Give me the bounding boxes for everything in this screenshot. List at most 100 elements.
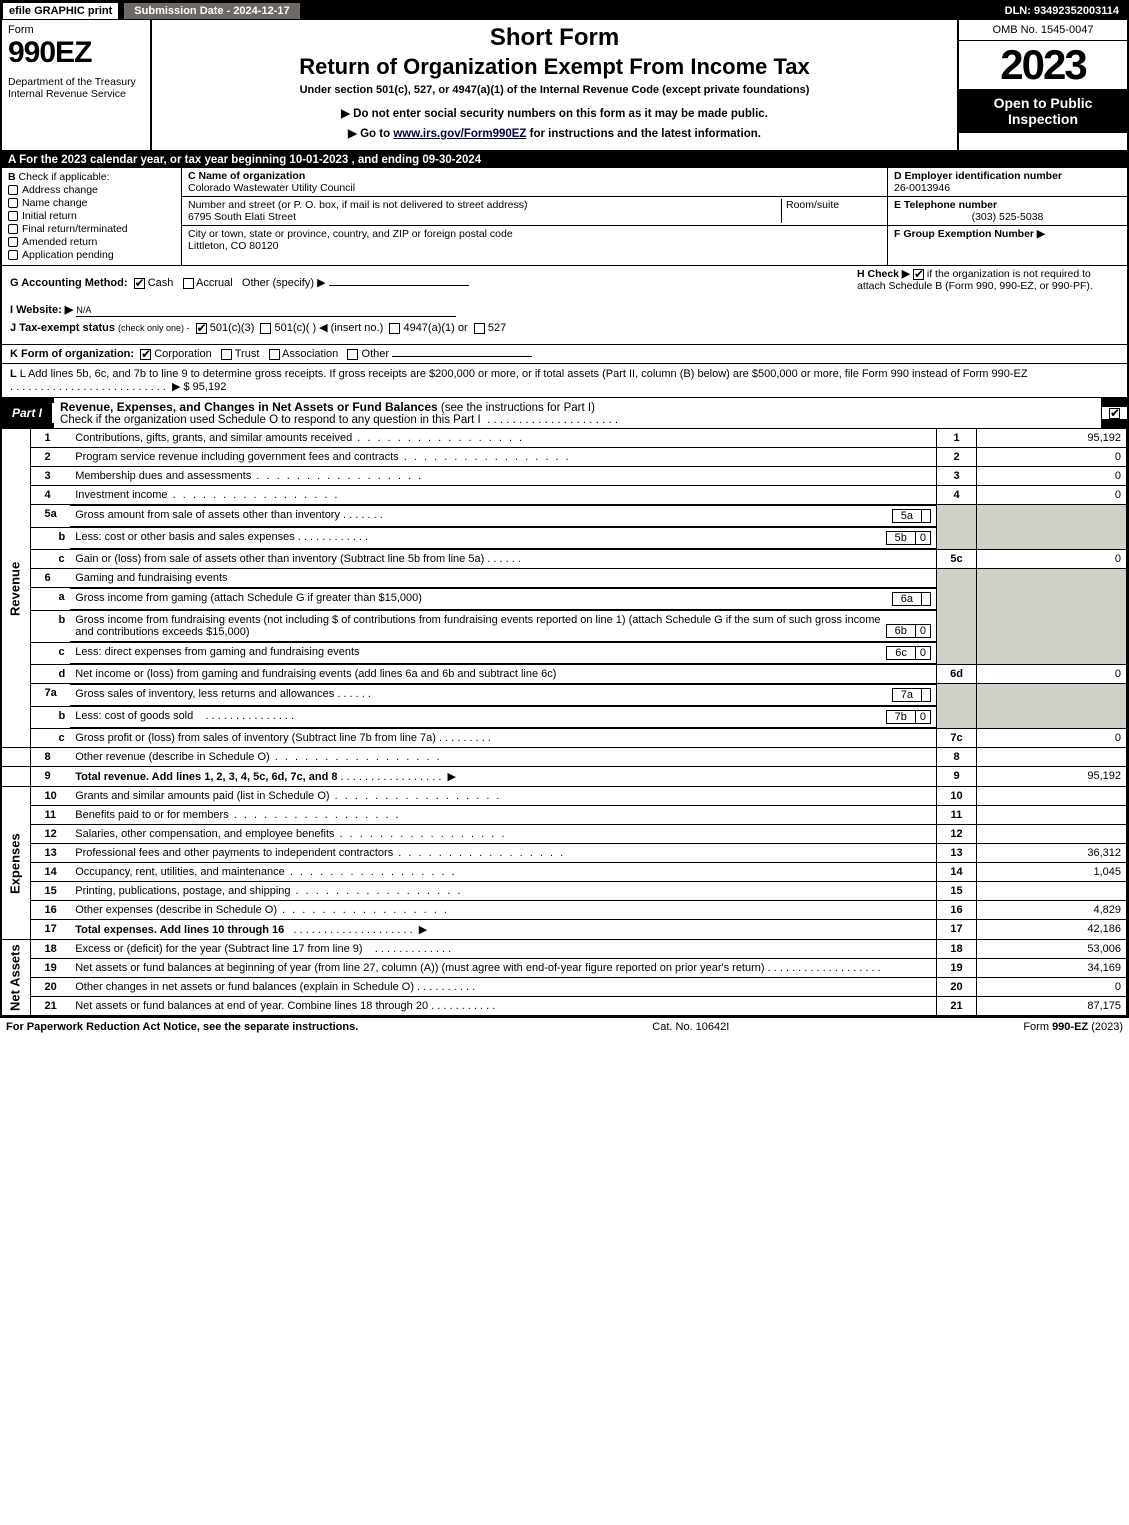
chk-other-org[interactable] xyxy=(347,349,358,360)
chk-initial-return[interactable]: Initial return xyxy=(8,210,175,222)
city-label: City or town, state or province, country… xyxy=(188,228,513,240)
part-i-checkbox-cell xyxy=(1101,406,1127,419)
chk-501c3[interactable] xyxy=(196,323,207,334)
f-label: F Group Exemption Number ▶ xyxy=(894,228,1045,240)
form-container: efile GRAPHIC print Submission Date - 20… xyxy=(0,0,1129,1018)
line-7a: 7aGross sales of inventory, less returns… xyxy=(2,684,1127,707)
city: Littleton, CO 80120 xyxy=(188,240,513,252)
chk-name-change[interactable]: Name change xyxy=(8,197,175,209)
form-subtitle: Under section 501(c), 527, or 4947(a)(1)… xyxy=(160,84,949,96)
chk-accrual[interactable] xyxy=(183,278,194,289)
chk-amended-return[interactable]: Amended return xyxy=(8,236,175,248)
block-b-to-f: B Check if applicable: Address change Na… xyxy=(2,168,1127,266)
b-label: B xyxy=(8,171,16,183)
line-17: 17Total expenses. Add lines 10 through 1… xyxy=(2,920,1127,940)
section-ghij: H Check ▶ if the organization is not req… xyxy=(2,266,1127,344)
b-check-label: Check if applicable: xyxy=(19,171,110,183)
footer-catalog: Cat. No. 10642I xyxy=(358,1021,1023,1033)
chk-schedule-b[interactable] xyxy=(913,269,924,280)
e-label: E Telephone number xyxy=(894,199,997,211)
section-c: C Name of organization Colorado Wastewat… xyxy=(182,168,887,265)
ein: 26-0013946 xyxy=(894,182,950,194)
header-left: Form 990EZ Department of the Treasury In… xyxy=(2,20,152,150)
page-footer: For Paperwork Reduction Act Notice, see … xyxy=(0,1018,1129,1036)
ssn-warning: ▶ Do not enter social security numbers o… xyxy=(160,106,949,120)
part-i-header: Part I Revenue, Expenses, and Changes in… xyxy=(2,397,1127,428)
phone: (303) 525-5038 xyxy=(894,211,1121,223)
j-label: J Tax-exempt status xyxy=(10,322,115,334)
header-middle: Short Form Return of Organization Exempt… xyxy=(152,20,957,150)
dln: DLN: 93492352003114 xyxy=(997,3,1127,19)
line-16: 16Other expenses (describe in Schedule O… xyxy=(2,901,1127,920)
note2-post: for instructions and the latest informat… xyxy=(526,128,761,140)
room-suite-label: Room/suite xyxy=(781,199,881,223)
footer-left: For Paperwork Reduction Act Notice, see … xyxy=(6,1021,358,1033)
top-bar: efile GRAPHIC print Submission Date - 20… xyxy=(2,2,1127,20)
irs-link[interactable]: www.irs.gov/Form990EZ xyxy=(393,128,526,140)
omb-number: OMB No. 1545-0047 xyxy=(959,20,1127,41)
revenue-label: Revenue xyxy=(2,429,30,748)
line-9: 9Total revenue. Add lines 1, 2, 3, 4, 5c… xyxy=(2,767,1127,787)
section-def: D Employer identification number 26-0013… xyxy=(887,168,1127,265)
department: Department of the Treasury Internal Reve… xyxy=(8,76,144,100)
tax-year: 2023 xyxy=(959,41,1127,89)
note2-pre: ▶ Go to xyxy=(348,128,393,140)
l-text: L Add lines 5b, 6c, and 7b to line 9 to … xyxy=(20,368,1028,380)
line-11: 11Benefits paid to or for members11 xyxy=(2,806,1127,825)
lines-table: Revenue 1 Contributions, gifts, grants, … xyxy=(2,428,1127,1016)
line-5c: cGain or (loss) from sale of assets othe… xyxy=(2,550,1127,569)
chk-association[interactable] xyxy=(269,349,280,360)
chk-final-return[interactable]: Final return/terminated xyxy=(8,223,175,235)
h-label: H Check ▶ xyxy=(857,268,910,280)
line-8: 8Other revenue (describe in Schedule O)8 xyxy=(2,748,1127,767)
line-5a: 5aGross amount from sale of assets other… xyxy=(2,505,1127,528)
line-3: 3Membership dues and assessments30 xyxy=(2,467,1127,486)
part-i-sub: Check if the organization used Schedule … xyxy=(60,414,481,426)
footer-right: Form 990-EZ (2023) xyxy=(1023,1021,1123,1033)
submission-date: Submission Date - 2024-12-17 xyxy=(123,2,300,20)
form-label: Form xyxy=(8,24,144,36)
header-right: OMB No. 1545-0047 2023 Open to Public In… xyxy=(957,20,1127,150)
row-a-tax-year: A For the 2023 calendar year, or tax yea… xyxy=(2,152,1127,168)
l-value: ▶ $ 95,192 xyxy=(172,381,226,393)
form-number: 990EZ xyxy=(8,36,144,70)
chk-527[interactable] xyxy=(474,323,485,334)
chk-501c[interactable] xyxy=(260,323,271,334)
street-label: Number and street (or P. O. box, if mail… xyxy=(188,199,781,211)
line-2: 2Program service revenue including gover… xyxy=(2,448,1127,467)
chk-application-pending[interactable]: Application pending xyxy=(8,249,175,261)
section-b: B Check if applicable: Address change Na… xyxy=(2,168,182,265)
line-20: 20Other changes in net assets or fund ba… xyxy=(2,978,1127,997)
website-value: N/A xyxy=(76,305,91,315)
line-18: Net Assets18Excess or (deficit) for the … xyxy=(2,940,1127,959)
line-19: 19Net assets or fund balances at beginni… xyxy=(2,959,1127,978)
g-label: G Accounting Method: xyxy=(10,277,128,289)
line-21: 21Net assets or fund balances at end of … xyxy=(2,997,1127,1016)
form-title: Return of Organization Exempt From Incom… xyxy=(160,54,949,80)
line-1: Revenue 1 Contributions, gifts, grants, … xyxy=(2,429,1127,448)
line-6d: dNet income or (loss) from gaming and fu… xyxy=(2,665,1127,684)
i-label: I Website: ▶ xyxy=(10,304,73,316)
d-label: D Employer identification number xyxy=(894,170,1062,182)
org-name: Colorado Wastewater Utility Council xyxy=(188,182,881,194)
row-k: K Form of organization: Corporation Trus… xyxy=(2,344,1127,363)
line-7c: cGross profit or (loss) from sales of in… xyxy=(2,729,1127,748)
efile-print-button[interactable]: efile GRAPHIC print xyxy=(2,2,119,20)
net-assets-label: Net Assets xyxy=(2,940,30,1016)
chk-corporation[interactable] xyxy=(140,349,151,360)
c-name-label: C Name of organization xyxy=(188,170,881,182)
line-10: Expenses10Grants and similar amounts pai… xyxy=(2,787,1127,806)
row-l: L L Add lines 5b, 6c, and 7b to line 9 t… xyxy=(2,363,1127,397)
line-15: 15Printing, publications, postage, and s… xyxy=(2,882,1127,901)
line-4: 4Investment income40 xyxy=(2,486,1127,505)
chk-4947[interactable] xyxy=(389,323,400,334)
chk-trust[interactable] xyxy=(221,349,232,360)
line-14: 14Occupancy, rent, utilities, and mainte… xyxy=(2,863,1127,882)
chk-cash[interactable] xyxy=(134,278,145,289)
chk-address-change[interactable]: Address change xyxy=(8,184,175,196)
part-i-tab: Part I xyxy=(2,403,54,423)
part-i-title: Revenue, Expenses, and Changes in Net As… xyxy=(54,397,1101,428)
chk-schedule-o[interactable] xyxy=(1109,408,1120,419)
line-12: 12Salaries, other compensation, and empl… xyxy=(2,825,1127,844)
k-label: K Form of organization: xyxy=(10,348,134,360)
